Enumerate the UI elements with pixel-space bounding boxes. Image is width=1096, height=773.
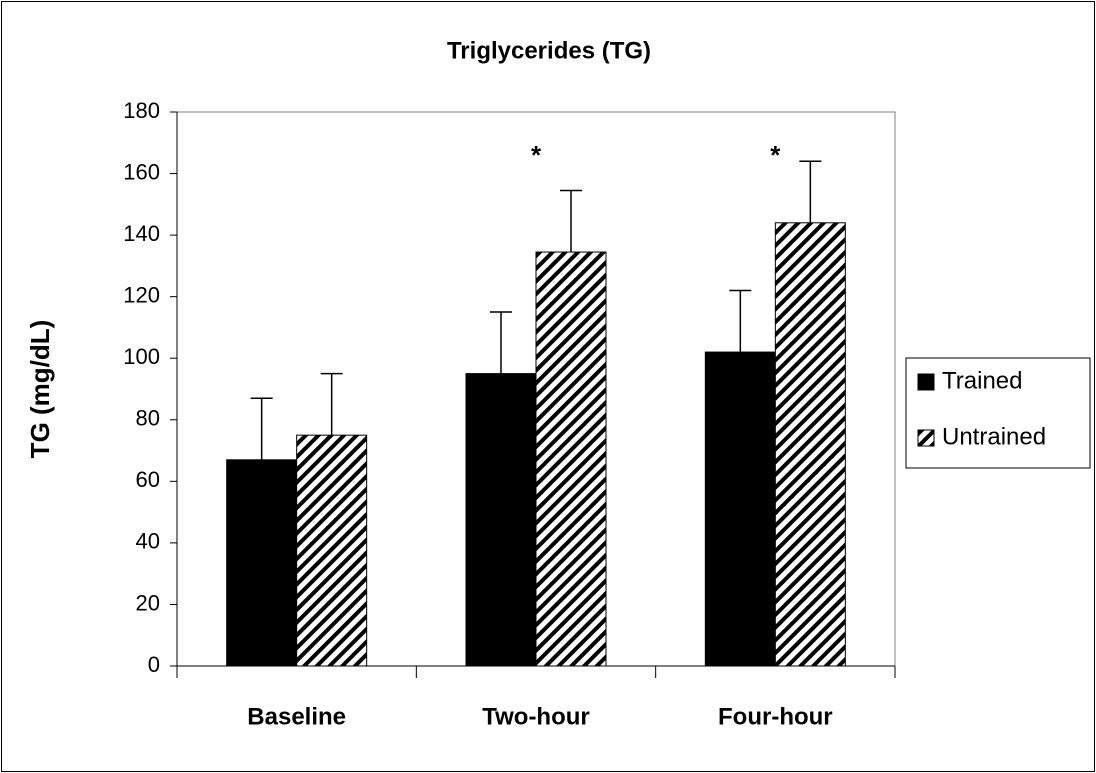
chart-title: Triglycerides (TG) xyxy=(447,37,651,64)
legend-label: Trained xyxy=(942,367,1022,394)
y-axis-label: TG (mg/dL) xyxy=(25,320,55,459)
significance-marker: * xyxy=(770,140,781,170)
y-tick-label: 140 xyxy=(123,221,160,246)
y-tick-label: 180 xyxy=(123,98,160,123)
bar xyxy=(296,434,368,667)
y-tick-label: 20 xyxy=(136,590,160,615)
legend-swatch xyxy=(917,373,935,391)
legend-swatch xyxy=(917,429,935,447)
y-tick-label: 120 xyxy=(123,282,160,307)
y-tick-label: 60 xyxy=(136,467,160,492)
legend-label: Untrained xyxy=(942,423,1046,450)
x-tick-label: Baseline xyxy=(247,703,346,730)
y-tick-label: 100 xyxy=(123,344,160,369)
legend-box xyxy=(905,357,1091,469)
bar xyxy=(535,251,607,667)
y-tick-label: 80 xyxy=(136,406,160,431)
significance-marker: * xyxy=(531,140,542,170)
bar xyxy=(465,373,537,667)
bar xyxy=(704,351,776,667)
x-tick-label: Two-hour xyxy=(482,703,590,730)
y-tick-label: 160 xyxy=(123,159,160,184)
bar xyxy=(226,459,298,667)
x-tick-label: Four-hour xyxy=(718,703,833,730)
bar xyxy=(774,222,846,667)
y-tick-label: 0 xyxy=(148,652,160,677)
y-tick-label: 40 xyxy=(136,529,160,554)
